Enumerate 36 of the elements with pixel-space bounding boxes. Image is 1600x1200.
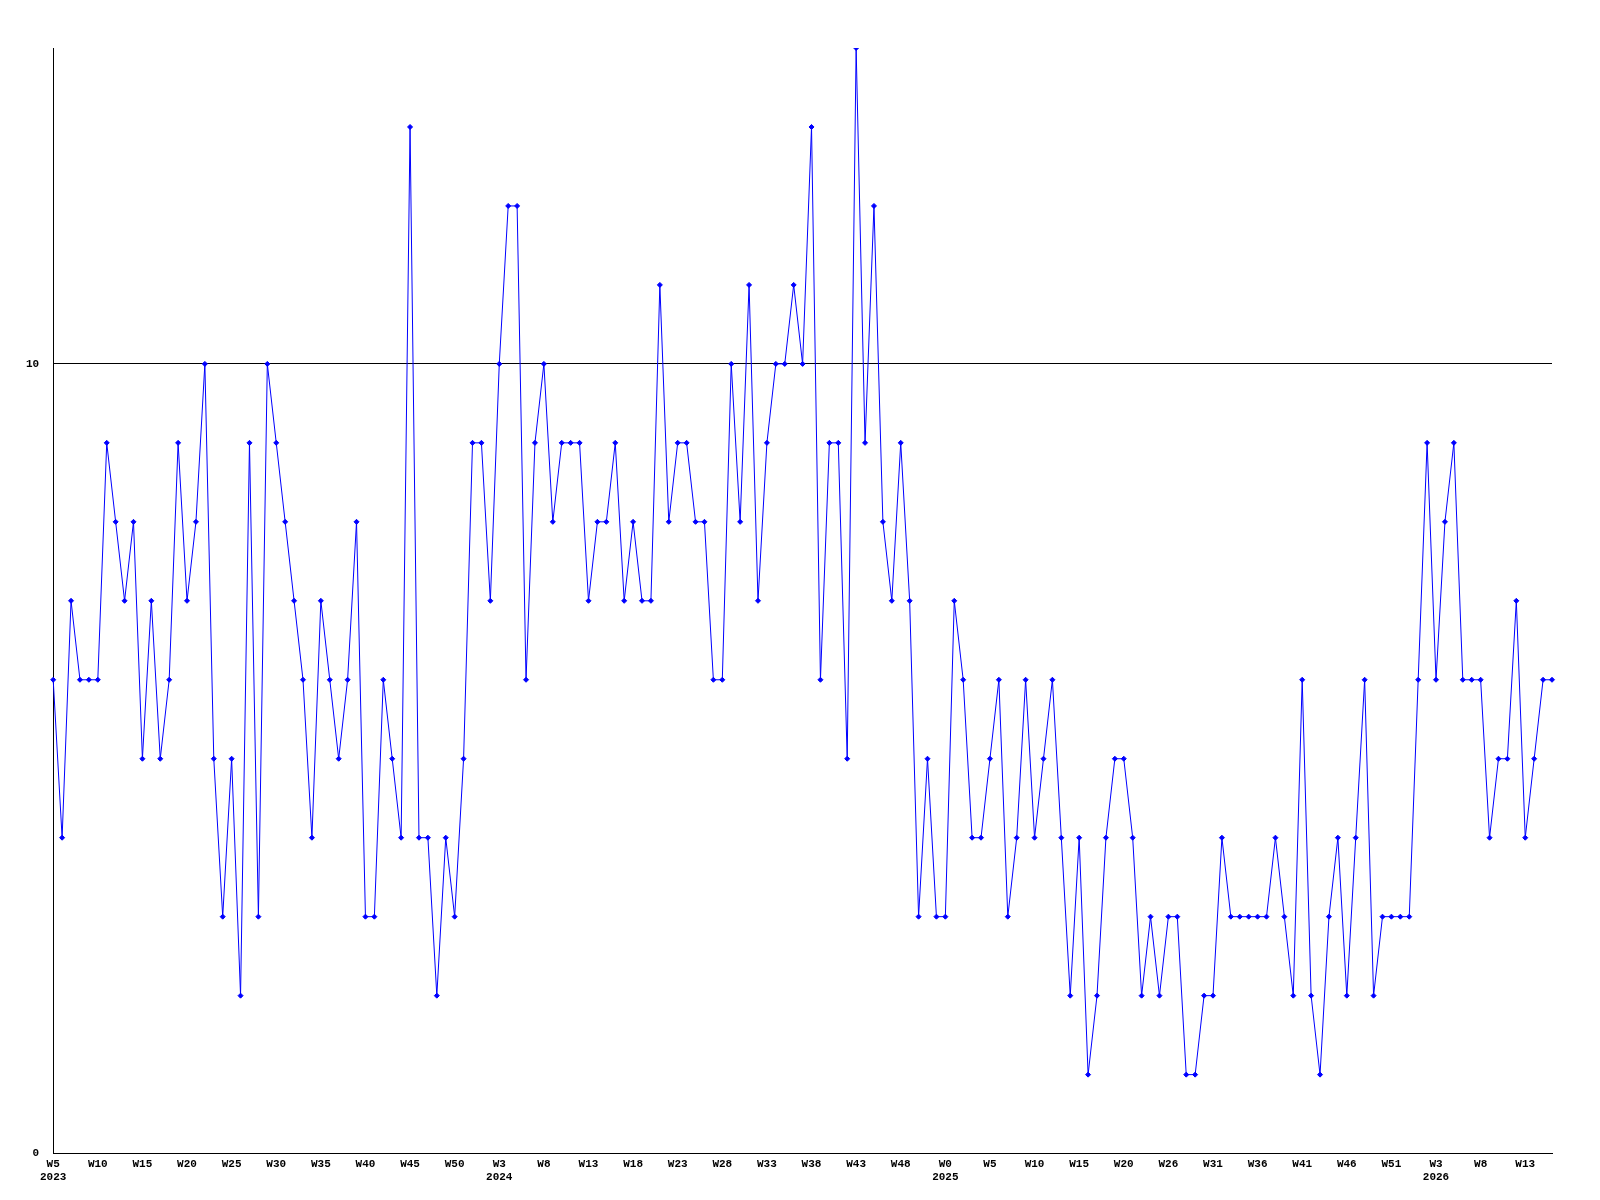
x-tick-label: W28 (712, 1157, 733, 1170)
x-tick-label: W26 (1158, 1157, 1179, 1170)
x-tick-label: W41 (1292, 1157, 1313, 1170)
x-tick-label: W25 (221, 1157, 242, 1170)
y-tick-label: 10 (26, 357, 40, 370)
x-tick-label: W18 (623, 1157, 644, 1170)
x-tick-label: W13 (1515, 1157, 1536, 1170)
x-tick-label: W48 (890, 1157, 912, 1170)
x-tick-label: W10 (87, 1157, 108, 1170)
x-tick-label: W20 (1113, 1157, 1134, 1170)
x-tick-label: W15 (132, 1157, 153, 1170)
x-tick-label: W20 (177, 1157, 197, 1170)
x-tick-label: W5 (983, 1157, 997, 1170)
x-tick-label: W46 (1336, 1157, 1357, 1170)
x-tick-label: W3 2026 (1422, 1157, 1450, 1184)
x-tick-label: W5 2023 (40, 1157, 67, 1184)
x-tick-label: W43 (846, 1157, 867, 1170)
x-tick-label: W8 (537, 1157, 551, 1170)
x-tick-label: W51 (1381, 1157, 1402, 1170)
x-tick-label: W33 (757, 1157, 778, 1170)
x-tick-label: W31 (1203, 1157, 1224, 1170)
x-tick-label: W15 (1069, 1157, 1090, 1170)
x-tick-label: W3 2024 (486, 1157, 513, 1184)
x-tick-label: W35 (310, 1157, 332, 1170)
x-tick-label: W8 (1474, 1157, 1488, 1170)
x-tick-label: W0 2025 (932, 1157, 959, 1184)
x-tick-label: W40 (355, 1157, 376, 1170)
x-tick-label: W30 (266, 1157, 287, 1170)
x-tick-label: W13 (578, 1157, 599, 1170)
x-tick-label: W10 (1024, 1157, 1045, 1170)
x-tick-label: W36 (1247, 1157, 1268, 1170)
x-tick-label: W23 (667, 1157, 688, 1170)
y-tick-label: 0 (32, 1147, 40, 1160)
x-tick-label: W45 (400, 1157, 421, 1170)
x-tick-label: W38 (801, 1157, 822, 1170)
x-tick-label: W50 (444, 1157, 465, 1170)
